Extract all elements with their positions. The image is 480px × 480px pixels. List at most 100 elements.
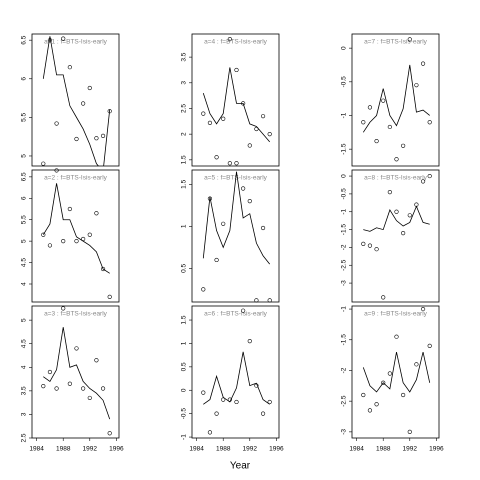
panel-title: a=2 : f=BTS-Isis-early <box>44 175 108 182</box>
point <box>41 232 46 237</box>
point <box>407 213 412 218</box>
point <box>41 161 46 166</box>
point <box>427 120 432 125</box>
x-tick-label: 1992 <box>243 446 258 453</box>
y-tick-label: 0.5 <box>181 263 188 272</box>
y-tick-label: -3 <box>341 429 348 435</box>
point <box>260 225 266 231</box>
point <box>47 369 53 375</box>
point <box>214 411 219 416</box>
point <box>267 399 272 405</box>
point <box>374 138 379 144</box>
point <box>267 132 272 137</box>
x-tick-label: 1988 <box>376 446 391 453</box>
point <box>61 239 66 244</box>
y-tick-label: -2.5 <box>341 395 348 407</box>
x-tick-label: 1992 <box>83 446 98 453</box>
point <box>361 120 366 125</box>
point <box>407 37 412 42</box>
point <box>361 241 366 246</box>
y-tick-label: -1.5 <box>341 224 348 236</box>
y-tick-label: 5 <box>21 239 28 243</box>
point <box>387 371 392 376</box>
panel-frame <box>31 33 120 167</box>
point <box>407 429 412 434</box>
point <box>387 124 392 130</box>
fit-line <box>203 351 270 405</box>
point <box>221 116 226 121</box>
y-tick-label: 5 <box>21 318 28 322</box>
y-tick-label: -1 <box>341 112 348 118</box>
x-tick-label: 1984 <box>349 446 364 453</box>
fit-line <box>362 351 431 393</box>
panel-title: a=4 : f=BTS-Isis-early <box>204 39 268 46</box>
point <box>54 121 59 126</box>
y-tick-label: 2.5 <box>181 104 188 113</box>
y-tick-label: 4.5 <box>21 258 28 267</box>
point <box>67 381 72 386</box>
panel-frame <box>191 33 280 167</box>
point <box>401 231 406 236</box>
y-tick-label: -1.5 <box>341 143 348 155</box>
y-tick-label: 1.5 <box>181 155 188 164</box>
y-tick-label: 6.5 <box>21 172 28 181</box>
x-tick-label: 1984 <box>189 446 204 453</box>
point <box>87 85 92 91</box>
point <box>374 247 379 252</box>
y-tick-label: 3.5 <box>181 52 188 61</box>
point <box>427 173 432 179</box>
point <box>94 211 99 216</box>
panel-frame <box>191 169 280 303</box>
point <box>254 298 259 303</box>
point <box>267 298 272 303</box>
point <box>221 221 226 226</box>
point <box>234 161 239 166</box>
point <box>201 287 206 292</box>
y-tick-label: 2.5 <box>21 433 28 442</box>
point <box>54 168 59 173</box>
point <box>394 334 399 339</box>
point <box>381 98 386 103</box>
panel: a=3 : f=BTS-Isis-early 2.5 3 3.5 4 4.5 5 1984 19… <box>21 305 124 453</box>
x-axis-label: Year <box>230 461 251 472</box>
y-tick-label: -2.5 <box>341 259 348 271</box>
panel: a=2 : f=BTS-Isis-early 4 4.5 5 5.5 6 6.5 <box>21 168 120 303</box>
point <box>361 392 366 398</box>
panel-frame <box>351 33 440 167</box>
point <box>420 306 426 312</box>
panel-frame <box>31 169 120 303</box>
point <box>54 386 59 391</box>
y-tick-label: -1.5 <box>341 334 348 346</box>
point <box>61 36 66 41</box>
point <box>260 411 266 416</box>
y-tick-label: 6.5 <box>21 35 28 44</box>
point <box>234 67 239 73</box>
point <box>100 266 106 272</box>
y-tick-label: -2 <box>341 244 348 250</box>
point <box>420 61 426 66</box>
y-tick-label: 1 <box>181 341 188 345</box>
point <box>401 392 406 398</box>
point <box>94 136 99 141</box>
panel: a=9 : f=BTS-Isis-early -3 -2.5 -2 -1.5 -1 1984… <box>341 305 444 453</box>
fit-line <box>43 327 111 420</box>
point <box>94 358 99 363</box>
point <box>247 199 252 204</box>
panel-title: a=7 : f=BTS-Isis-early <box>364 39 428 46</box>
y-tick-label: 0 <box>341 174 348 178</box>
point <box>374 402 379 407</box>
point <box>381 380 386 385</box>
panel: a=4 : f=BTS-Isis-early 1.5 2 2.5 3 3.5 <box>181 33 280 167</box>
fit-line <box>202 67 271 143</box>
y-tick-label: 2 <box>181 132 188 136</box>
panel-frame <box>351 305 440 439</box>
point <box>367 243 373 248</box>
y-tick-label: 3.5 <box>21 386 28 395</box>
y-tick-label: -3 <box>341 280 348 286</box>
point <box>381 295 386 300</box>
point <box>41 384 46 389</box>
point <box>201 111 206 116</box>
y-tick-label: 1.5 <box>181 179 188 188</box>
